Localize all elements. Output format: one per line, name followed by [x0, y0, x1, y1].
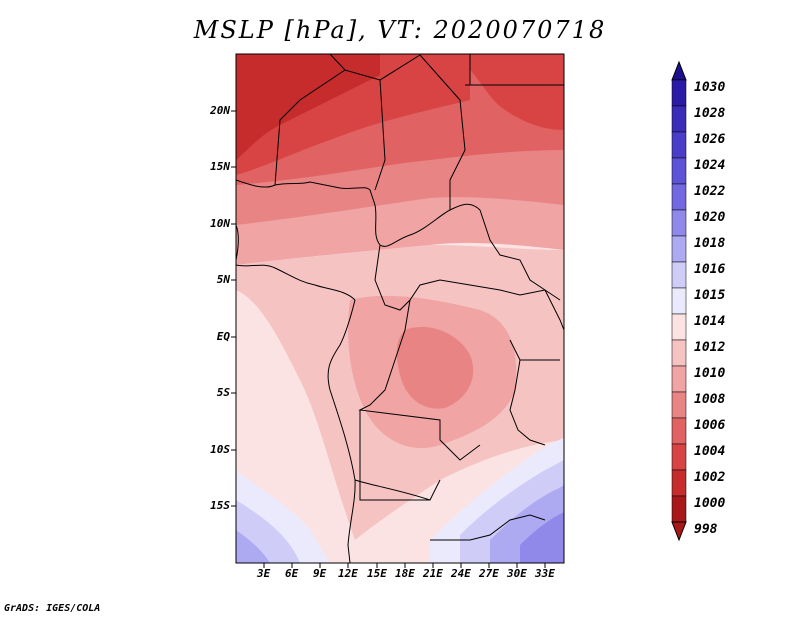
colorbar-label: 1024 — [694, 158, 726, 173]
colorbar-label: 1018 — [694, 236, 726, 251]
lon-label-33e: 33E — [535, 567, 555, 580]
colorbar-label: 1015 — [694, 288, 726, 303]
colorbar-segment — [671, 313, 687, 341]
colorbar-segment — [671, 261, 687, 289]
map-title: MSLP [hPa], VT: 2020070718 — [193, 16, 607, 44]
mslp-field — [236, 54, 564, 563]
axis-ticks — [231, 110, 546, 568]
colorbar-label: 1028 — [694, 106, 726, 121]
colorbar-label: 1006 — [694, 418, 726, 433]
lat-label-5s: 5S — [216, 386, 230, 399]
colorbar-label: 1030 — [694, 80, 726, 95]
colorbar-top-arrow — [671, 60, 687, 81]
borders — [236, 54, 564, 563]
lat-label-15s: 15S — [210, 499, 230, 512]
colorbar-segment — [671, 79, 687, 107]
colorbar-segment — [671, 495, 687, 523]
lon-label-6e: 6E — [285, 567, 299, 580]
colorbar-segment — [671, 287, 687, 315]
colorbar-segment — [671, 157, 687, 185]
colorbar — [671, 60, 687, 542]
colorbar-segment — [671, 209, 687, 237]
colorbar-segment — [671, 443, 687, 471]
lat-label-10s: 10S — [210, 443, 230, 456]
colorbar-label: 1000 — [694, 496, 726, 511]
lat-label-20n: 20N — [210, 104, 230, 117]
lat-label-15n: 15N — [210, 160, 230, 173]
colorbar-bottom-arrow — [671, 521, 687, 542]
colorbar-label: 1004 — [694, 444, 726, 459]
colorbar-segment — [671, 235, 687, 263]
colorbar-label: 1002 — [694, 470, 726, 485]
lon-label-24e: 24E — [451, 567, 471, 580]
lon-label-12e: 12E — [338, 567, 358, 580]
lon-label-30e: 30E — [507, 567, 527, 580]
colorbar-label: 1012 — [694, 340, 726, 355]
lon-label-15e: 15E — [367, 567, 387, 580]
colorbar-segment — [671, 365, 687, 393]
colorbar-segment — [671, 469, 687, 497]
grads-credit: GrADS: IGES/COLA — [4, 603, 101, 614]
lon-label-18e: 18E — [395, 567, 415, 580]
map-frame — [235, 53, 565, 564]
lon-label-9e: 9E — [313, 567, 327, 580]
colorbar-label: 1022 — [694, 184, 726, 199]
lon-label-3e: 3E — [257, 567, 271, 580]
colorbar-segment — [671, 339, 687, 367]
lat-label-10n: 10N — [210, 217, 230, 230]
colorbar-segment — [671, 183, 687, 211]
colorbar-label: 1008 — [694, 392, 726, 407]
colorbar-label: 1026 — [694, 132, 726, 147]
colorbar-segment — [671, 417, 687, 445]
colorbar-label: 1014 — [694, 314, 726, 329]
colorbar-segment — [671, 131, 687, 159]
colorbar-label: 1020 — [694, 210, 726, 225]
colorbar-segment — [671, 391, 687, 419]
colorbar-label: 1016 — [694, 262, 726, 277]
lon-label-27e: 27E — [479, 567, 499, 580]
colorbar-label: 1010 — [694, 366, 726, 381]
lon-label-21e: 21E — [423, 567, 443, 580]
lat-label-5n: 5N — [216, 273, 230, 286]
lat-label-eq: EQ — [216, 330, 230, 343]
colorbar-label: 998 — [694, 522, 718, 537]
colorbar-segment — [671, 105, 687, 133]
